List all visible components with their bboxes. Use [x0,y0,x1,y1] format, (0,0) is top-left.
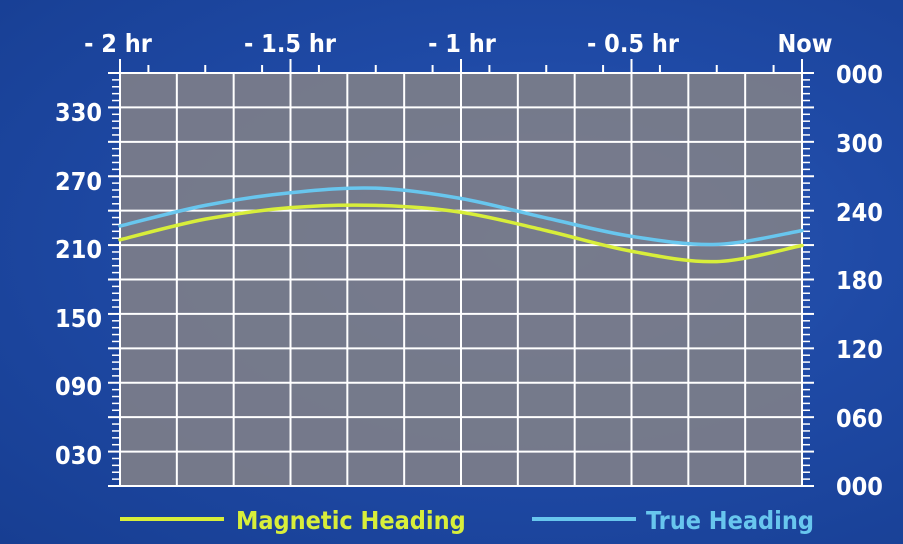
legend: Magnetic Heading True Heading [120,506,814,535]
legend-label-magnetic: Magnetic Heading [236,506,466,535]
x-tick-label: Now [777,29,832,58]
right-tick-label: 060 [836,404,883,433]
right-tick-label: 000 [836,472,883,501]
left-tick-label: 030 [55,441,102,470]
right-tick-label: 180 [836,266,883,295]
left-axis: 330 270 210 150 090 030 [55,98,102,470]
legend-label-true: True Heading [646,506,814,535]
left-tick-label: 330 [55,98,102,127]
left-tick-label: 150 [55,304,102,333]
right-tick-label: 240 [836,198,883,227]
x-tick-label: - 1 hr [428,29,497,58]
top-axis: - 2 hr - 1.5 hr - 1 hr - 0.5 hr Now [84,29,832,58]
x-tick-label: - 1.5 hr [244,29,337,58]
left-tick-label: 090 [55,372,102,401]
right-tick-label: 000 [836,60,883,89]
right-axis: 000 300 240 180 120 060 000 [836,60,883,501]
x-tick-label: - 2 hr [84,29,153,58]
left-tick-label: 270 [55,167,102,196]
left-tick-label: 210 [55,235,102,264]
magnetic-heading-line [118,203,804,264]
minor-ticks [108,59,814,487]
series-layer [118,186,804,264]
right-tick-label: 300 [836,129,883,158]
x-tick-label: - 0.5 hr [587,29,680,58]
right-tick-label: 120 [836,335,883,364]
true-heading-line [118,186,804,247]
